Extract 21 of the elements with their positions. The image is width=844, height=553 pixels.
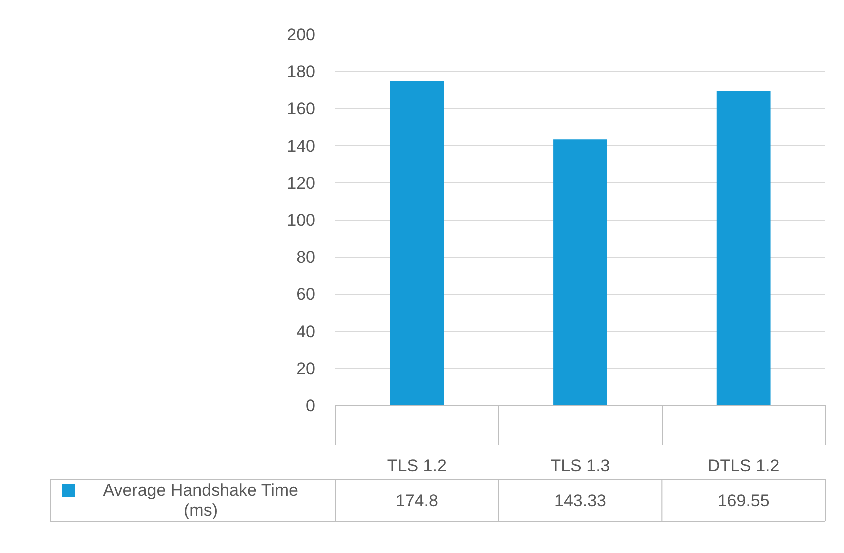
y-tick-label: 180 <box>287 62 316 82</box>
x-tick-label: TLS 1.2 <box>387 456 447 476</box>
bar <box>390 81 444 406</box>
x-tick-label: TLS 1.3 <box>550 456 610 476</box>
data-label: 143.33 <box>554 492 606 510</box>
bar <box>554 140 608 406</box>
y-tick-label: 120 <box>287 174 316 193</box>
y-tick-label: 100 <box>287 211 316 230</box>
y-tick-label: 0 <box>306 396 316 416</box>
y-tick-label: 80 <box>296 248 316 268</box>
y-tick-label: 160 <box>287 100 316 119</box>
y-tick-label: 60 <box>296 285 316 304</box>
data-label: 174.8 <box>396 492 438 510</box>
y-tick-label: 20 <box>296 359 316 378</box>
y-tick-label: 40 <box>296 322 316 342</box>
y-tick-label: 200 <box>287 26 316 44</box>
bar <box>716 90 771 406</box>
data-label: 169.55 <box>718 492 770 510</box>
x-tick-label: DTLS 1.2 <box>708 456 780 476</box>
y-tick-label: 140 <box>287 136 316 156</box>
legend-label: Average Handshake Time (ms) <box>103 481 299 520</box>
